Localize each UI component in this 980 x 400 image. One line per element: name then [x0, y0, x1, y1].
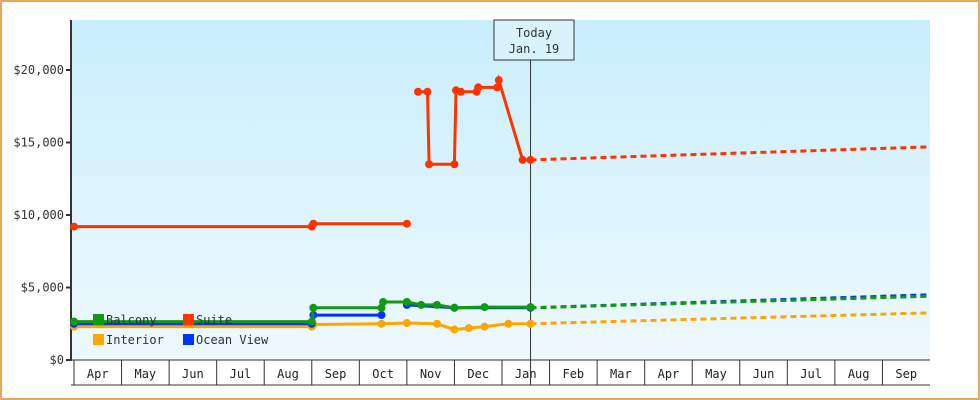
x-month-label: Apr [87, 367, 109, 381]
y-axis: $0 $5,000 $10,000 $15,000 $20,000 [13, 20, 72, 367]
y-tick-label: $15,000 [13, 136, 64, 150]
x-month-label: Jul [230, 367, 252, 381]
x-month-label: Apr [658, 367, 680, 381]
x-axis: Apr May Jun Jul Aug Sep Oct Nov Dec Jan Feb Mar Apr M… [71, 359, 930, 386]
y-tick-label: $20,000 [13, 63, 64, 77]
svg-text:Jan. 19: Jan. 19 [509, 42, 560, 56]
y-tick-label: $0 [50, 353, 64, 367]
x-month-label: Jul [800, 367, 822, 381]
y-tick-label: $10,000 [13, 208, 64, 222]
legend: Balcony Suite Interior Ocean View [93, 313, 269, 347]
svg-text:Suite: Suite [196, 313, 232, 327]
legend-item-ocean-view: Ocean View [183, 333, 269, 347]
x-month-label: Oct [372, 367, 394, 381]
today-marker: Today Jan. 19 [493, 19, 575, 385]
x-month-label: May [705, 367, 727, 381]
x-month-label: Jun [753, 367, 775, 381]
svg-text:Ocean View: Ocean View [196, 333, 269, 347]
x-month-label: Mar [610, 367, 632, 381]
legend-item-balcony: Balcony [93, 313, 157, 327]
legend-item-suite: Suite [183, 313, 232, 327]
legend-item-interior: Interior [93, 333, 164, 347]
x-month-label: May [134, 367, 156, 381]
svg-text:Interior: Interior [106, 333, 164, 347]
x-month-label: Aug [848, 367, 870, 381]
today-label-box [493, 19, 575, 61]
x-month-label: Feb [562, 367, 584, 381]
x-month-label: Jan [515, 367, 537, 381]
svg-text:Balcony: Balcony [106, 313, 157, 327]
x-month-label: Sep [895, 367, 917, 381]
plot-area [72, 20, 930, 360]
x-month-label: Nov [420, 367, 442, 381]
svg-text:Today: Today [516, 26, 552, 40]
x-month-label: Dec [467, 367, 489, 381]
series-lines [70, 74, 931, 334]
x-month-label: Jun [182, 367, 204, 381]
x-month-label: Sep [325, 367, 347, 381]
y-tick-label: $5,000 [21, 281, 64, 295]
x-month-label: Aug [277, 367, 299, 381]
